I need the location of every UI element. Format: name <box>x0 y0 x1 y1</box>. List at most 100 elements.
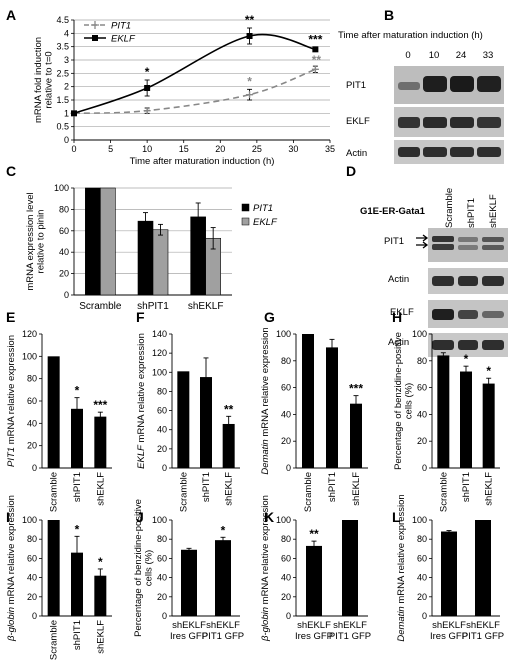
x-tick-label: PIT1 GFP <box>329 631 371 642</box>
blot-band <box>432 244 454 250</box>
x-tick-label: Ires GFP <box>170 631 208 642</box>
y-tick-label: 4 <box>64 28 69 38</box>
significance-label: *** <box>308 32 322 46</box>
y-tick-label: 100 <box>22 515 37 525</box>
y-tick-label: 0 <box>422 463 427 473</box>
y-tick-label: 0.5 <box>56 122 69 132</box>
y-tick-label: 1.5 <box>56 95 69 105</box>
chart-l: 0 20 40 60 80 100 Dematin mRNA relative expres… <box>396 494 504 642</box>
panel-letter-g: G <box>264 309 275 325</box>
bar <box>181 549 197 616</box>
y-axis-title: β-globin mRNA relative expression <box>260 495 271 642</box>
x-tick-label: shEKLF <box>224 472 235 506</box>
blot-b-timepoint: 0 <box>405 50 410 61</box>
blot-b-timepoint: 33 <box>483 50 494 61</box>
blot-band <box>450 117 474 128</box>
y-tick-label: 60 <box>27 553 37 563</box>
y-tick-label: 40 <box>27 418 37 428</box>
y-tick-label: 120 <box>152 348 167 358</box>
legend-marker <box>91 21 99 29</box>
significance-label: * <box>75 384 80 398</box>
blot-band <box>432 236 454 242</box>
x-tick-label: shEKLF <box>95 472 106 506</box>
y-axis-title-italic: Dematin <box>396 606 407 641</box>
y-tick-label: 20 <box>27 592 37 602</box>
y-tick-label: 60 <box>417 553 427 563</box>
y-tick-label: 40 <box>417 573 427 583</box>
y-tick-label: 120 <box>22 329 37 339</box>
y-tick-label: 3 <box>64 55 69 65</box>
y-tick-label: 100 <box>276 515 291 525</box>
panel-letter-b: B <box>384 7 394 23</box>
y-tick-label: 20 <box>417 436 427 446</box>
bar <box>215 540 231 616</box>
bar <box>71 552 83 616</box>
y-tick-label: 0 <box>422 611 427 621</box>
blot-band <box>423 117 447 128</box>
y-tick-label: 80 <box>417 356 427 366</box>
bar <box>177 371 190 468</box>
blot-band <box>398 117 420 128</box>
y-axis-title-line: cells (%) <box>404 383 415 419</box>
bar-pit1 <box>85 187 101 296</box>
blot-band <box>477 76 501 92</box>
blot-d-column: shPIT1 <box>466 198 477 228</box>
bar <box>94 575 107 616</box>
blot-d-column: shEKLF <box>488 194 499 228</box>
y-tick-label: 100 <box>152 367 167 377</box>
y-axis-title: Percentage of benzidine-positivecells (%… <box>393 332 414 470</box>
y-axis-title-italic: β-globin <box>6 607 17 642</box>
panel-letter-d: D <box>346 163 356 179</box>
blot-band <box>458 340 478 350</box>
y-axis-title-italic: EKLF <box>136 444 147 469</box>
blot-d-band-label: Actin <box>388 274 409 285</box>
y-tick-label: 40 <box>157 573 167 583</box>
legend-c: PIT1 EKLF <box>241 203 278 228</box>
panel-letter-f: F <box>136 309 145 325</box>
y-axis-title-line: relative to pinin <box>36 210 47 274</box>
x-tick-label: shPIT1 <box>461 472 472 502</box>
y-axis-title-rest: mRNA relative expression <box>6 335 17 447</box>
y-axis-title-line: mRNA fold induction <box>33 37 44 123</box>
legend-swatch <box>241 203 250 212</box>
blot-d-band-label: PIT1 <box>384 236 404 247</box>
significance-label: *** <box>349 382 363 396</box>
arrow-icon <box>416 241 429 249</box>
y-tick-label: 0 <box>32 611 37 621</box>
x-tick-label: shEKLF <box>484 472 495 506</box>
y-axis-title-italic: Dematin <box>260 439 271 474</box>
y-tick-label: 0 <box>286 463 291 473</box>
bar <box>475 520 491 616</box>
bar <box>302 334 314 468</box>
x-tick-label: Scramble <box>49 620 60 660</box>
significance-label: ** <box>312 53 322 67</box>
y-axis-title: β-globin mRNA relative expression <box>6 495 17 642</box>
x-tick-label: shEKLF <box>206 620 240 631</box>
x-tick-label: shEKLF <box>351 472 362 506</box>
bar <box>350 403 362 468</box>
blot-band <box>482 245 504 250</box>
bar-eklf <box>100 187 116 296</box>
x-tick-label: PIT1 GFP <box>202 631 244 642</box>
x-tick-label: shEKLF <box>432 620 466 631</box>
y-tick-label: 40 <box>417 409 427 419</box>
x-tick-label: shEKLF <box>466 620 500 631</box>
significance-label: * <box>247 74 252 88</box>
legend-label: PIT1 <box>111 21 131 32</box>
panel-letter-c: C <box>6 163 16 179</box>
western-blot-d: G1E-ER-Gata1 Scramble shPIT1 shEKLF PIT1… <box>360 188 508 357</box>
y-tick-label: 80 <box>27 534 37 544</box>
y-tick-label: 0 <box>162 463 167 473</box>
x-tick-label: 15 <box>179 144 189 154</box>
blot-band <box>477 147 501 157</box>
y-tick-label: 140 <box>152 329 167 339</box>
blot-b-timepoint: 10 <box>429 50 440 61</box>
legend-marker <box>92 35 98 41</box>
y-axis-title-line: cells (%) <box>144 550 155 586</box>
blot-b-header: Time after maturation induction (h) <box>338 30 483 41</box>
y-tick-label: 100 <box>152 515 167 525</box>
data-point-eklf <box>312 46 319 53</box>
y-tick-label: 80 <box>157 386 167 396</box>
y-axis-title-rest: mRNA relative expression <box>6 495 17 607</box>
blot-band <box>450 147 474 157</box>
